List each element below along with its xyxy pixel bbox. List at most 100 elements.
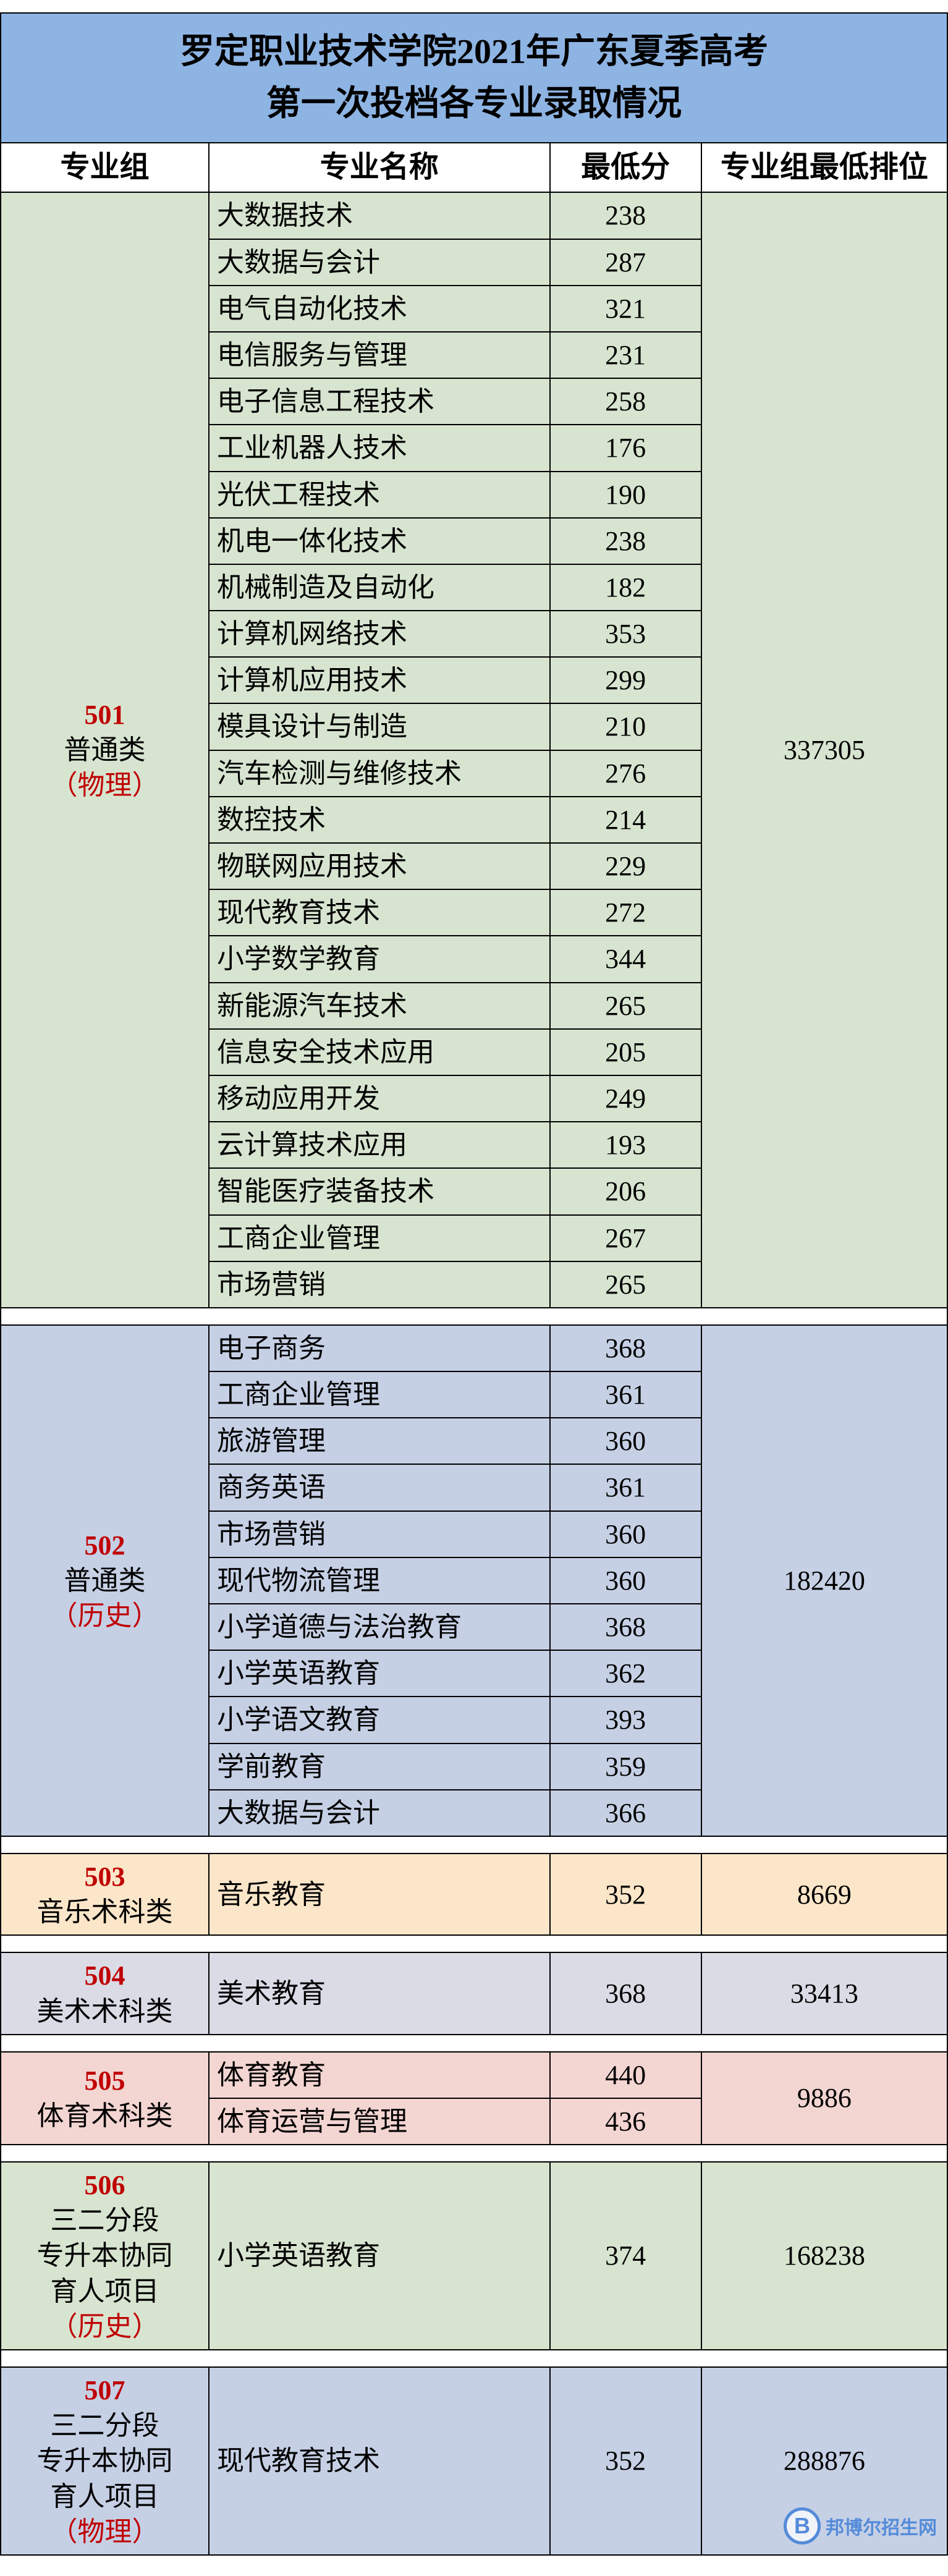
major-name: 大数据与会计 — [209, 239, 550, 286]
major-score: 366 — [550, 1790, 701, 1836]
major-name: 新能源汽车技术 — [209, 983, 550, 1029]
major-score: 238 — [550, 192, 701, 239]
major-name: 数控技术 — [209, 797, 550, 843]
major-score: 267 — [550, 1215, 701, 1261]
major-name: 工商企业管理 — [209, 1371, 550, 1418]
major-name: 模具设计与制造 — [209, 703, 550, 750]
major-name: 旅游管理 — [209, 1418, 550, 1464]
major-score: 344 — [550, 936, 701, 982]
group-category: 普通类 — [64, 735, 146, 765]
major-score: 276 — [550, 750, 701, 797]
group-rank: 168238 — [701, 2162, 947, 2350]
spacer-row — [1, 1935, 947, 1952]
table-title: 罗定职业技术学院2021年广东夏季高考第一次投档各专业录取情况 — [1, 13, 947, 143]
major-score: 182 — [550, 564, 701, 611]
group-code: 501 — [85, 700, 125, 730]
group-rank: 9886 — [701, 2052, 947, 2145]
major-score: 352 — [550, 1854, 701, 1935]
major-name: 云计算技术应用 — [209, 1122, 550, 1168]
group-cell: 501 普通类 （物理） — [1, 192, 209, 1308]
major-score: 214 — [550, 797, 701, 843]
group-category: 专升本协同 — [37, 2446, 173, 2476]
major-name: 光伏工程技术 — [209, 472, 550, 518]
group-cell: 502普通类（历史） — [1, 1325, 209, 1836]
group-rank: 33413 — [701, 1952, 947, 2034]
major-name: 电子信息工程技术 — [209, 378, 550, 425]
group-category: 育人项目 — [51, 2276, 159, 2307]
major-name: 小学道德与法治教育 — [209, 1604, 550, 1650]
spacer-row — [1, 1836, 947, 1854]
major-name: 工业机器人技术 — [209, 425, 550, 471]
major-score: 368 — [550, 1325, 701, 1371]
group-rank: 182420 — [701, 1325, 947, 1836]
spacer-row — [1, 2350, 947, 2367]
major-score: 231 — [550, 332, 701, 378]
group-subject: （物理） — [51, 2517, 159, 2547]
major-name: 计算机网络技术 — [209, 611, 550, 657]
major-score: 265 — [550, 1261, 701, 1308]
major-score: 368 — [550, 1604, 701, 1650]
major-name: 电气自动化技术 — [209, 286, 550, 332]
group-subject: （历史） — [51, 2311, 159, 2342]
major-name: 现代教育技术 — [209, 2367, 550, 2555]
major-score: 190 — [550, 472, 701, 518]
major-name: 体育教育 — [209, 2052, 550, 2098]
spacer-cell — [1, 2035, 947, 2052]
watermark-logo-icon: B — [784, 2507, 821, 2544]
major-name: 小学语文教育 — [209, 1697, 550, 1743]
title-line1: 罗定职业技术学院2021年广东夏季高考 — [180, 33, 768, 71]
major-score: 360 — [550, 1418, 701, 1464]
major-name: 大数据技术 — [209, 192, 550, 239]
group-category: 体育术科类 — [37, 2101, 173, 2131]
major-name: 小学英语教育 — [209, 1650, 550, 1697]
major-name: 体育运营与管理 — [209, 2098, 550, 2145]
major-name: 机电一体化技术 — [209, 518, 550, 564]
group-subject: （物理） — [51, 770, 159, 800]
major-name: 电子商务 — [209, 1325, 550, 1371]
watermark: B 邦博尔招生网 — [784, 2507, 937, 2544]
major-score: 362 — [550, 1650, 701, 1697]
group-category: 音乐术科类 — [37, 1897, 173, 1927]
spacer-cell — [1, 2350, 947, 2367]
spacer-cell — [1, 1836, 947, 1854]
major-score: 205 — [550, 1029, 701, 1075]
major-score: 265 — [550, 983, 701, 1029]
major-score: 299 — [550, 657, 701, 703]
spacer-cell — [1, 1308, 947, 1325]
major-name: 商务英语 — [209, 1464, 550, 1510]
major-score: 287 — [550, 239, 701, 286]
watermark-text: 邦博尔招生网 — [826, 2512, 937, 2540]
group-cell: 504美术术科类 — [1, 1952, 209, 2034]
major-name: 信息安全技术应用 — [209, 1029, 550, 1075]
spacer-row — [1, 2145, 947, 2162]
header-min-rank: 专业组最低排位 — [701, 143, 947, 192]
major-score: 206 — [550, 1168, 701, 1214]
spacer-cell — [1, 1935, 947, 1952]
group-subject: （历史） — [51, 1601, 159, 1631]
major-name: 市场营销 — [209, 1511, 550, 1557]
major-score: 359 — [550, 1743, 701, 1790]
major-score: 361 — [550, 1371, 701, 1418]
major-name: 移动应用开发 — [209, 1075, 550, 1122]
spacer-cell — [1, 2145, 947, 2162]
major-name: 汽车检测与维修技术 — [209, 750, 550, 797]
major-score: 368 — [550, 1952, 701, 2034]
title-line2: 第一次投档各专业录取情况 — [266, 85, 682, 123]
major-name: 现代教育技术 — [209, 889, 550, 936]
major-score: 393 — [550, 1697, 701, 1743]
major-score: 360 — [550, 1557, 701, 1604]
spacer-row — [1, 2035, 947, 2052]
group-code: 503 — [85, 1862, 125, 1892]
major-score: 193 — [550, 1122, 701, 1168]
major-name: 美术教育 — [209, 1952, 550, 2034]
group-code: 504 — [85, 1960, 125, 1991]
major-name: 电信服务与管理 — [209, 332, 550, 378]
group-category: 三二分段 — [51, 2410, 159, 2441]
major-score: 249 — [550, 1075, 701, 1122]
major-name: 音乐教育 — [209, 1854, 550, 1935]
major-name: 小学数学教育 — [209, 936, 550, 982]
major-score: 361 — [550, 1464, 701, 1510]
spacer-row — [1, 1308, 947, 1325]
group-code: 502 — [85, 1530, 125, 1561]
major-name: 大数据与会计 — [209, 1790, 550, 1836]
